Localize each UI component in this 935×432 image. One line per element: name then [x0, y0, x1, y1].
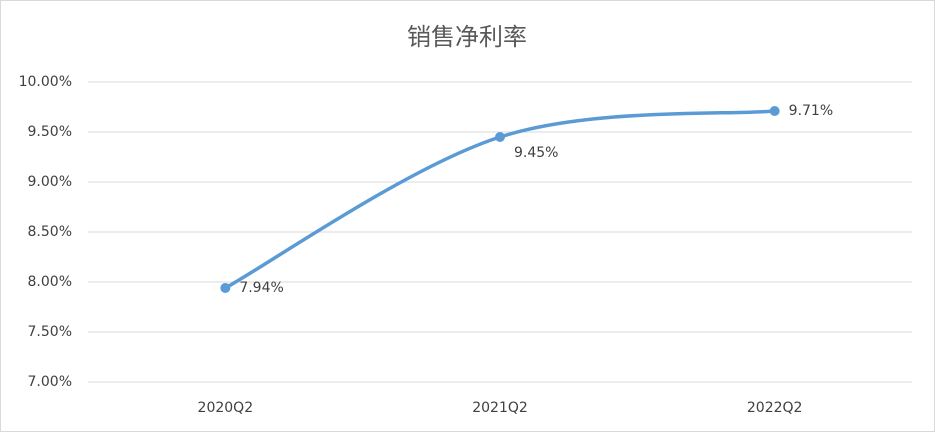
y-tick-label: 10.00% — [19, 74, 72, 90]
y-tick-label: 7.50% — [28, 324, 72, 340]
chart-title: 销售净利率 — [407, 23, 527, 51]
y-tick-label: 8.00% — [28, 274, 72, 290]
x-tick-label: 2022Q2 — [747, 400, 803, 416]
point — [220, 283, 231, 293]
x-tick-label: 2021Q2 — [472, 400, 528, 416]
y-tick-label: 7.00% — [28, 374, 72, 390]
y-tick-label: 9.00% — [28, 174, 72, 190]
point — [769, 106, 780, 116]
y-tick-label: 9.50% — [28, 124, 72, 140]
y-tick-label: 8.50% — [28, 224, 72, 240]
point — [495, 132, 505, 142]
data-label: 9.45% — [514, 145, 558, 161]
x-tick-label: 2020Q2 — [198, 400, 254, 416]
data-label: 9.71% — [789, 103, 833, 119]
data-label: 7.94% — [239, 280, 283, 296]
